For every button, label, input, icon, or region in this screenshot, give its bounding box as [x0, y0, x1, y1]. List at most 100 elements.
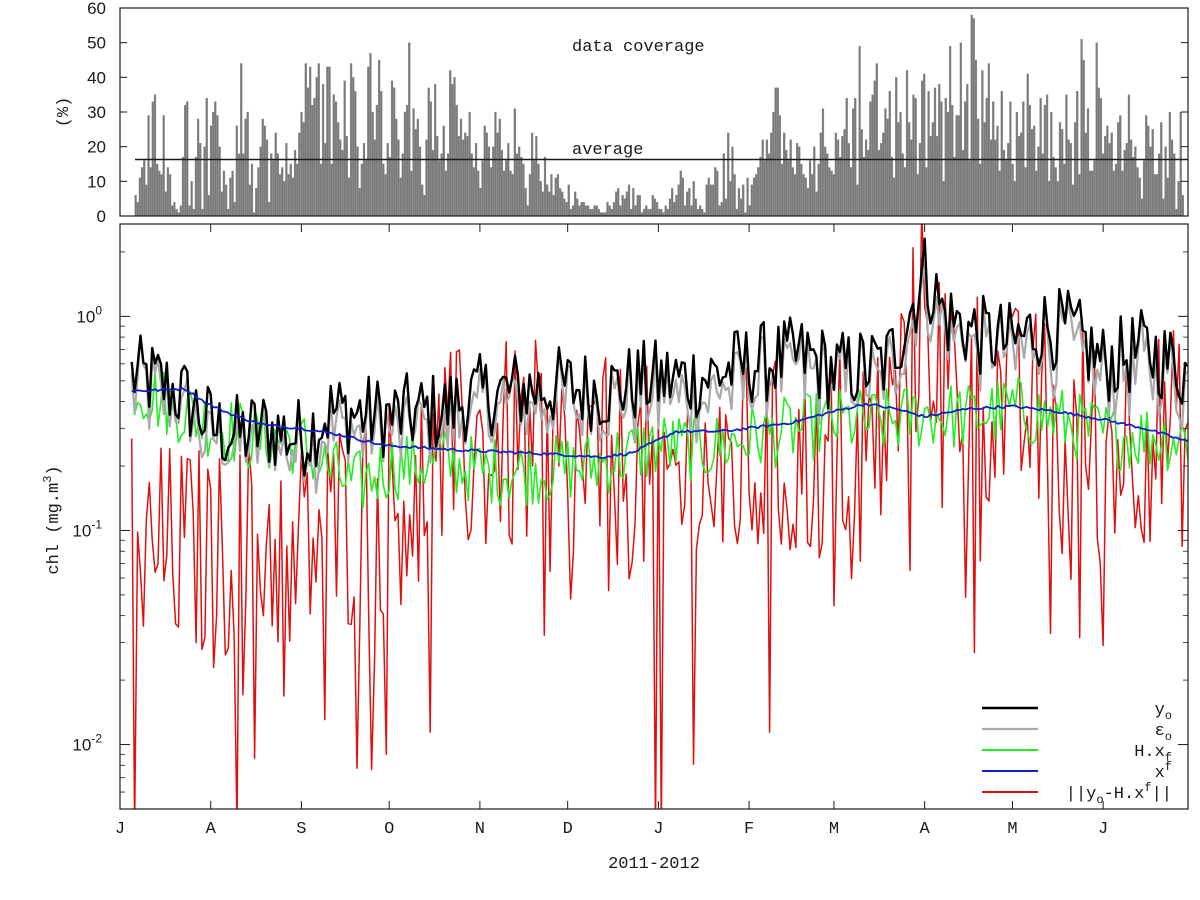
coverage-bar [1089, 170, 1092, 217]
coverage-bar [849, 167, 853, 217]
coverage-bar [287, 174, 290, 217]
coverage-bar [916, 174, 919, 217]
coverage-bar [209, 125, 213, 217]
coverage-bar [882, 132, 885, 217]
coverage-bar [625, 191, 629, 217]
coverage-bar [787, 160, 790, 217]
coverage-bar [291, 177, 295, 217]
coverage-bar [567, 184, 570, 217]
coverage-bar [528, 174, 532, 217]
coverage-bar [1067, 139, 1070, 217]
coverage-bar [627, 184, 631, 217]
coverage-bar [895, 77, 898, 217]
coverage-bar [1024, 167, 1027, 217]
coverage-bar [470, 153, 473, 217]
coverage-bar [194, 156, 198, 217]
coverage-bar [817, 163, 820, 217]
coverage-bar [987, 63, 991, 217]
coverage-bar [147, 115, 150, 217]
coverage-bar [436, 136, 439, 217]
coverage-bar [923, 73, 926, 217]
coverage-bar [951, 104, 954, 217]
coverage-bar [828, 167, 831, 217]
coverage-bar [181, 156, 185, 217]
coverage-bar [179, 205, 182, 217]
coverage-bar [1065, 94, 1068, 217]
coverage-bar [724, 198, 728, 217]
coverage-bar [901, 153, 904, 217]
coverage-bar [1114, 163, 1118, 217]
coverage-bar [780, 163, 784, 217]
coverage-bar [836, 139, 840, 217]
coverage-bar [518, 146, 521, 217]
coverage-bar [1101, 153, 1105, 217]
coverage-bar [360, 163, 363, 217]
coverage-bar [449, 70, 452, 217]
coverage-bar [1151, 129, 1154, 217]
coverage-bar [692, 181, 695, 217]
coverage-bar [427, 87, 430, 217]
coverage-bar [550, 174, 553, 217]
coverage-bar [714, 167, 717, 217]
series-residual-line [130, 224, 1188, 809]
coverage-bar [731, 146, 734, 217]
coverage-bar [699, 205, 702, 217]
coverage-bar [752, 177, 756, 217]
coverage-bar [1037, 146, 1040, 217]
coverage-bar [317, 63, 320, 217]
coverage-bar [739, 198, 743, 217]
coverage-bar [272, 160, 275, 217]
coverage-bar [158, 170, 161, 217]
coverage-bar [733, 174, 736, 217]
coverage-bar [862, 156, 866, 217]
coverage-bar [716, 170, 719, 217]
coverage-bar [522, 163, 525, 217]
coverage-bar [1166, 177, 1169, 217]
coverage-bar [770, 132, 773, 217]
coverage-bar [474, 143, 478, 217]
coverage-bar [824, 146, 827, 217]
x-axis-label: 2011-2012 [608, 855, 700, 874]
coverage-bar [660, 208, 663, 217]
coverage-bar [946, 111, 950, 217]
coverage-bar [649, 208, 652, 217]
coverage-bar [289, 163, 292, 217]
coverage-bar [791, 167, 794, 217]
coverage-bar [1058, 122, 1062, 217]
coverage-bar [1106, 125, 1109, 217]
coverage-bar [250, 163, 254, 217]
coverage-bar [651, 195, 654, 217]
coverage-bar [675, 195, 678, 217]
coverage-bar [1157, 153, 1161, 217]
coverage-bar [1164, 146, 1167, 217]
coverage-bar [880, 143, 883, 217]
coverage-bar [261, 118, 264, 217]
coverage-bar [535, 136, 538, 217]
coverage-bar [1030, 129, 1034, 217]
coverage-bar [487, 146, 491, 217]
month-tick-label: A [920, 820, 931, 839]
coverage-bar [1011, 163, 1014, 217]
coverage-bar [795, 143, 799, 217]
coverage-bar [403, 111, 407, 217]
coverage-bar [153, 94, 157, 217]
coverage-bar [666, 208, 669, 217]
coverage-bar [1147, 125, 1150, 217]
coverage-bar [377, 59, 381, 217]
coverage-bar [701, 208, 704, 217]
coverage-bar [948, 45, 952, 217]
coverage-bar [410, 170, 413, 217]
coverage-bar [511, 174, 514, 217]
coverage-bar [580, 201, 583, 217]
coverage-bar [718, 205, 721, 217]
coverage-bar [832, 174, 835, 217]
coverage-bar [304, 63, 307, 217]
coverage-bar [918, 143, 922, 217]
coverage-bar [565, 201, 568, 217]
coverage-bar [737, 188, 741, 217]
coverage-bar [617, 188, 620, 217]
coverage-bar [244, 118, 247, 217]
coverage-bar [811, 174, 814, 217]
